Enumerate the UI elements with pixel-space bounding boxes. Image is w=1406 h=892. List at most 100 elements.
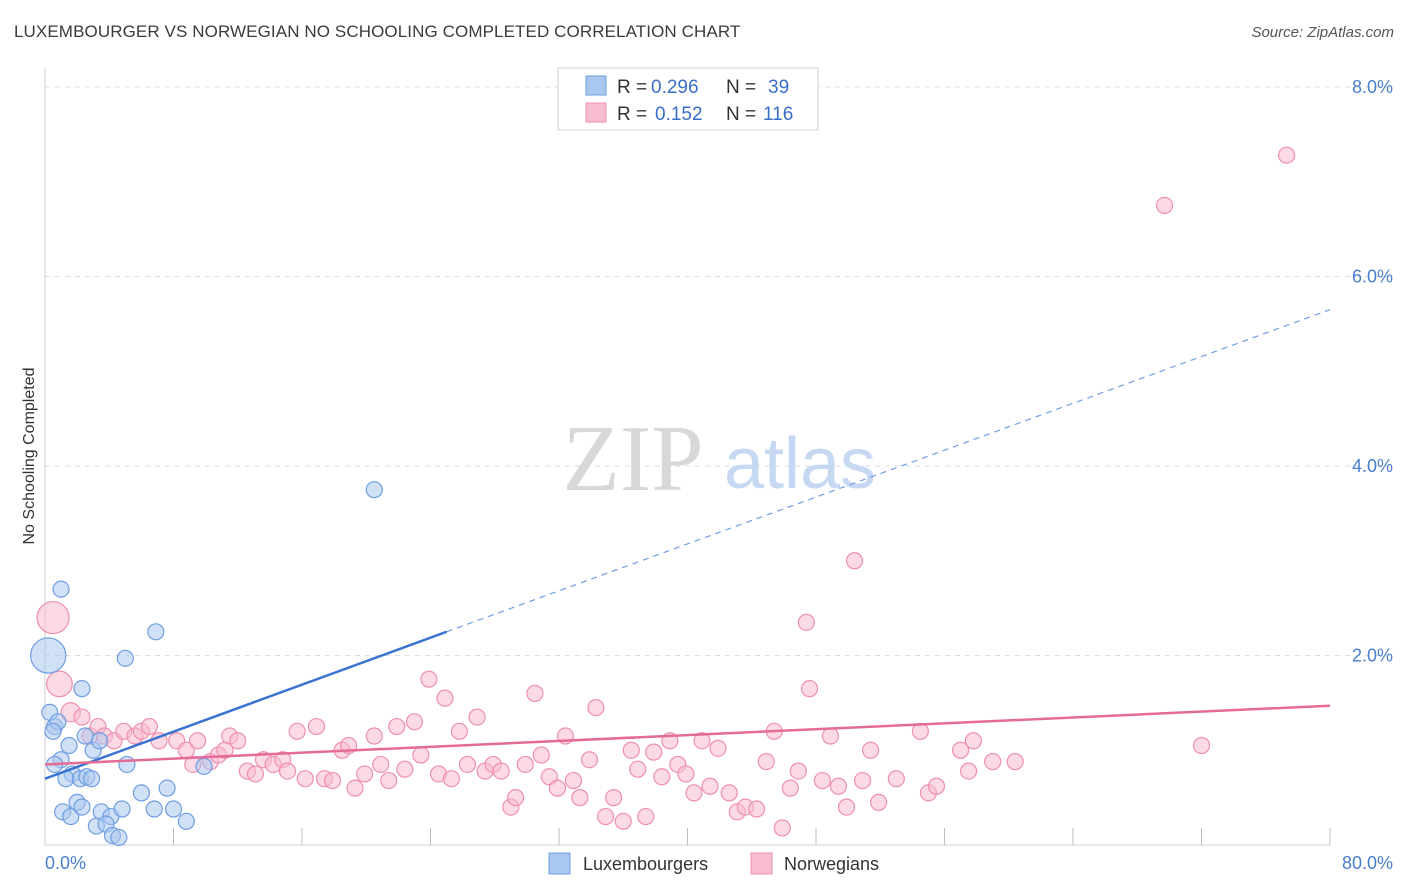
norwegians-point-58 — [532, 746, 550, 764]
luxembourgers-point-0 — [30, 637, 67, 674]
luxembourgers-point-31 — [158, 779, 176, 797]
x-tick-min: 0.0% — [45, 853, 86, 873]
norwegians-point-23 — [246, 765, 265, 783]
norwegians-point-105 — [959, 762, 978, 780]
legend-r-value-0: 0.296 — [651, 77, 699, 98]
norwegians-point-88 — [781, 779, 799, 797]
norwegians-point-66 — [596, 807, 615, 826]
norwegians-point-73 — [653, 768, 671, 786]
norwegians-point-53 — [492, 762, 510, 780]
luxembourgers-point-5 — [44, 722, 62, 740]
norwegians-point-28 — [288, 722, 306, 740]
norwegians-point-96 — [845, 552, 864, 570]
luxembourgers-points — [30, 481, 383, 847]
norwegians-point-29 — [296, 770, 314, 788]
luxembourgers-point-19 — [147, 623, 165, 641]
norwegians-point-99 — [870, 793, 888, 811]
luxembourgers-point-6 — [60, 736, 78, 755]
luxembourgers-point-23 — [62, 807, 80, 826]
luxembourgers-point-18 — [116, 649, 134, 667]
luxembourgers-trend-line — [44, 630, 447, 780]
norwegians-point-98 — [862, 741, 880, 759]
norwegians-point-35 — [346, 779, 364, 797]
norwegians-point-56 — [516, 755, 534, 774]
norwegians-point-81 — [720, 784, 738, 802]
norwegians-point-94 — [829, 777, 848, 795]
norwegians-point-46 — [436, 689, 454, 707]
watermark: ZIP atlas — [563, 407, 877, 511]
norwegians-point-109 — [1155, 196, 1174, 214]
y-tick-label-3: 8.0% — [1352, 77, 1393, 97]
legend-n-label-1: N = — [726, 104, 756, 125]
luxembourgers-point-32 — [164, 800, 183, 818]
norwegians-point-0 — [36, 600, 70, 635]
norwegians-point-41 — [396, 760, 414, 778]
norwegians-point-47 — [442, 770, 460, 788]
norwegians-point-91 — [800, 680, 819, 698]
legend-r-value-1: 0.152 — [655, 104, 703, 125]
norwegians-point-106 — [964, 732, 983, 750]
luxembourgers-point-1 — [52, 580, 70, 598]
luxembourgers-point-30 — [145, 800, 163, 818]
norwegians-point-85 — [757, 753, 775, 771]
norwegians-point-104 — [951, 741, 970, 759]
norwegians-point-65 — [587, 699, 605, 717]
norwegians-point-21 — [229, 732, 247, 750]
luxembourgers-point-25 — [73, 798, 91, 816]
luxembourgers-point-38 — [365, 481, 383, 499]
norwegians-point-97 — [853, 771, 872, 790]
norwegians-point-48 — [450, 722, 469, 740]
luxembourgers-point-8 — [76, 727, 94, 745]
norwegians-point-77 — [685, 784, 703, 802]
x-tick-max: 80.0% — [1342, 853, 1393, 873]
watermark-atlas: atlas — [724, 424, 876, 504]
luxembourgers-trend-extension — [446, 309, 1331, 633]
bottom-legend-swatch-luxembourgers — [548, 852, 571, 875]
legend-n-value-1: 116 — [763, 104, 793, 125]
legend-n-value-0: 39 — [768, 77, 789, 98]
luxembourgers-point-28 — [113, 800, 131, 818]
norwegians-point-60 — [548, 779, 566, 797]
norwegians-point-1 — [46, 670, 73, 698]
norwegians-point-93 — [821, 727, 840, 745]
norwegians-point-36 — [356, 765, 374, 783]
norwegians-point-49 — [458, 755, 477, 774]
norwegians-point-71 — [637, 807, 655, 826]
norwegians-point-72 — [645, 743, 663, 761]
norwegians-point-63 — [571, 789, 589, 807]
norwegians-point-50 — [468, 708, 486, 726]
norwegians-point-27 — [278, 762, 297, 780]
legend-r-label-1: R = — [617, 104, 647, 125]
norwegians-point-32 — [323, 771, 342, 790]
luxembourgers-point-29 — [132, 784, 150, 802]
trend-lines — [44, 309, 1331, 780]
y-axis-label: No Schooling Completed — [21, 368, 38, 545]
norwegians-point-37 — [365, 727, 383, 745]
norwegians-point-110 — [1192, 736, 1211, 755]
norwegians-point-44 — [420, 670, 438, 688]
norwegians-point-79 — [701, 777, 719, 795]
norwegians-point-108 — [1006, 753, 1024, 771]
norwegians-point-3 — [73, 708, 91, 726]
norwegians-points — [36, 146, 1296, 837]
norwegians-point-90 — [797, 613, 815, 631]
chart-title: LUXEMBOURGER VS NORWEGIAN NO SCHOOLING C… — [14, 22, 741, 41]
norwegians-trend-line — [44, 704, 1331, 766]
luxembourgers-point-21 — [195, 757, 213, 775]
norwegians-point-30 — [307, 717, 326, 736]
norwegians-point-107 — [984, 753, 1002, 771]
luxembourgers-point-37 — [110, 828, 128, 847]
norwegians-point-103 — [927, 777, 946, 795]
legend-swatch-luxembourgers — [585, 75, 607, 96]
watermark-zip: ZIP — [563, 407, 704, 511]
y-tick-label-1: 4.0% — [1352, 456, 1393, 476]
source-label: Source: ZipAtlas.com — [1251, 24, 1394, 41]
legend-n-label-0: N = — [726, 77, 756, 98]
norwegians-point-76 — [677, 765, 695, 783]
luxembourgers-point-20 — [118, 755, 136, 774]
norwegians-point-92 — [813, 771, 832, 790]
correlation-legend: R = 0.296 N = 39 R = 0.152 N = 116 — [557, 67, 819, 131]
y-tick-labels: 2.0% 4.0% 6.0% 8.0% — [1352, 77, 1393, 666]
norwegians-point-78 — [693, 732, 711, 750]
